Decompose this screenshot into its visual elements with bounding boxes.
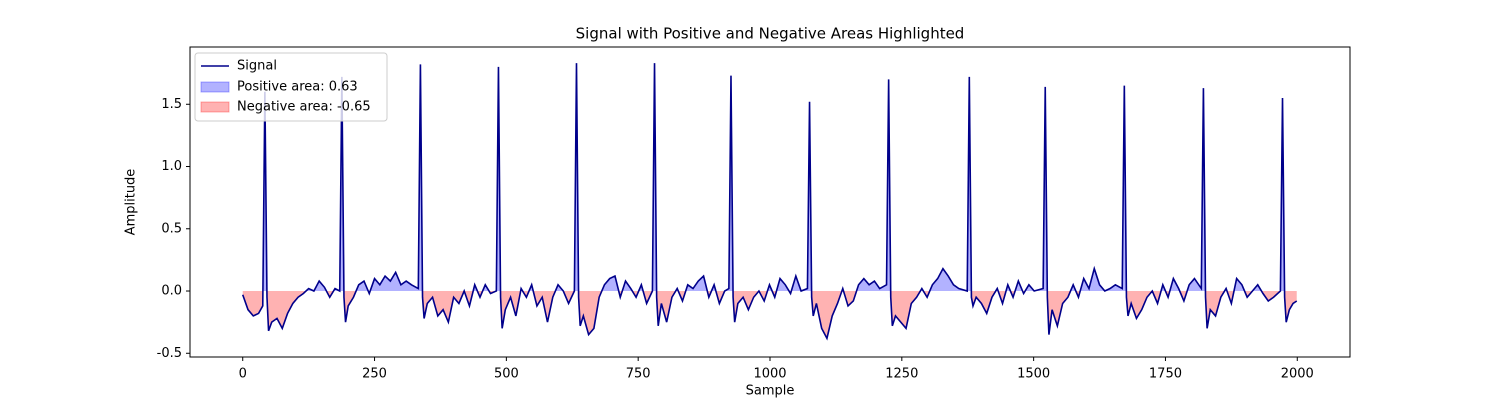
- x-tick-label: 500: [494, 367, 519, 382]
- y-axis-label: Amplitude: [124, 169, 139, 236]
- x-axis-label: Sample: [746, 384, 795, 399]
- x-tick-label: 2000: [1281, 367, 1314, 382]
- x-tick-label: 1500: [1017, 367, 1050, 382]
- legend-label: Negative area: -0.65: [237, 100, 371, 115]
- legend-swatch: [200, 101, 230, 113]
- chart-title: Signal with Positive and Negative Areas …: [576, 25, 965, 43]
- x-tick-label: 750: [626, 367, 651, 382]
- negative-area: [242, 291, 1297, 339]
- y-tick-label: 1.5: [161, 97, 182, 112]
- legend-label: Signal: [237, 59, 277, 74]
- y-tick-label: 0.5: [161, 221, 182, 236]
- legend-label: Positive area: 0.63: [237, 80, 358, 95]
- x-tick-label: 1250: [885, 367, 918, 382]
- y-tick-label: 0.0: [161, 284, 182, 299]
- x-tick-label: 1000: [753, 367, 786, 382]
- x-tick-label: 1750: [1149, 367, 1182, 382]
- y-tick-label: 1.0: [161, 159, 182, 174]
- x-tick-label: 250: [362, 367, 387, 382]
- signal-line: [241, 63, 1298, 341]
- legend-swatch: [200, 81, 230, 93]
- x-tick-label: 0: [239, 367, 247, 382]
- y-tick-label: -0.5: [157, 346, 182, 361]
- legend-box: [194, 52, 388, 122]
